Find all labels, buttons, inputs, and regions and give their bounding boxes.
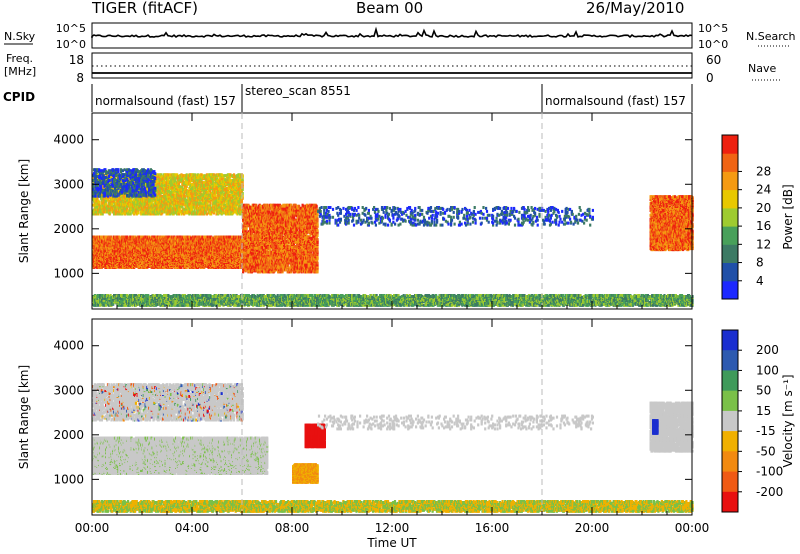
nsky-trace [92,30,692,39]
noise-tick-top: 10^5 [56,22,86,35]
cpid-segment-label: normalsound (fast) 157 [95,94,236,108]
freq-label-2: [MHz] [4,65,36,78]
nsearch-label: N.Search [746,30,796,43]
freq-panel: Freq.[MHz] 18 8 60 0 Nave [4,52,780,85]
noise-tick-right-bottom: 10^0 [698,38,728,51]
noise-tick-bottom: 10^0 [56,38,86,51]
nave-tick-top: 60 [706,53,721,67]
cpid-segment-label: normalsound (fast) 157 [545,94,686,108]
noise-tick-right-top: 10^5 [698,22,728,35]
freq-tick-bottom: 8 [76,71,84,85]
cpid-panel: CPID normalsound (fast) 157 stereo_scan 85… [3,84,692,112]
freq-label-1: Freq. [6,52,33,65]
nave-tick-bottom: 0 [706,71,714,85]
freq-tick-top: 18 [69,53,84,67]
figure: N.Sky 10^5 10^0 10^5 10^0 N.Search Freq.[MHz]… [0,0,800,554]
nsky-label: N.Sky [4,30,36,43]
noise-panel: N.Sky 10^5 10^0 10^5 10^0 N.Search [4,22,796,51]
cpid-segment-label: stereo_scan 8551 [245,84,351,98]
nave-label: Nave [748,62,776,75]
cpid-label: CPID [3,90,35,104]
